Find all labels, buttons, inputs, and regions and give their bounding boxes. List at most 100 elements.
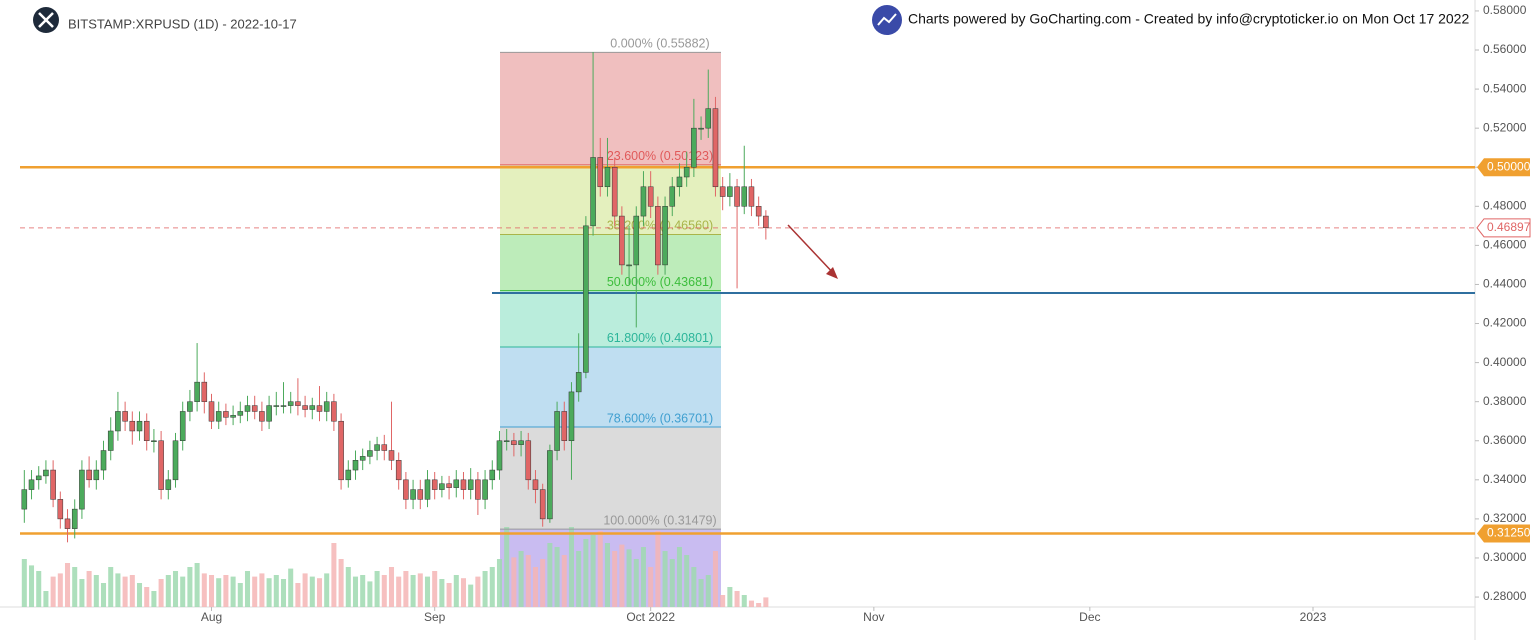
candle-body	[259, 411, 265, 422]
candle-body	[359, 456, 366, 461]
volume-bar	[280, 579, 287, 607]
volume-bar	[396, 576, 402, 607]
volume-bar	[734, 591, 740, 607]
volume-bar	[295, 583, 301, 607]
candle-body	[482, 479, 488, 500]
candle-body	[647, 186, 654, 207]
candle-body	[575, 372, 582, 393]
candle-body	[403, 479, 409, 500]
volume-bar	[208, 575, 215, 607]
volume-bar	[388, 567, 395, 607]
candle-body	[93, 469, 100, 481]
x-tick-label: Sep	[424, 610, 446, 624]
candle-body	[727, 186, 733, 197]
candle-body	[50, 469, 56, 500]
chart-subtitle: Charts powered by GoCharting.com - Creat…	[908, 11, 1469, 27]
candle-body	[683, 166, 690, 178]
candle-body	[331, 401, 337, 422]
volume-bar	[165, 575, 171, 607]
volume-bar	[237, 583, 243, 607]
y-tick-label: 0.40000	[1483, 355, 1527, 369]
candle-body	[619, 215, 625, 266]
volume-bar	[633, 559, 639, 607]
last-price-label: 0.46897	[1487, 220, 1531, 234]
volume-bar	[230, 576, 236, 607]
candle-body	[719, 186, 726, 197]
candle-body	[64, 518, 71, 529]
volume-bar	[158, 579, 164, 607]
volume-bar	[640, 547, 646, 607]
volume-bar	[561, 555, 567, 607]
volume-bar	[57, 573, 63, 607]
candle-body	[223, 411, 229, 418]
candle-body	[43, 469, 49, 477]
volume-bar	[410, 575, 416, 607]
candle-body	[705, 108, 712, 129]
fib-label: 78.600% (0.36701)	[607, 411, 713, 425]
volume-bar	[590, 535, 596, 607]
fib-label: 50.000% (0.43681)	[607, 275, 713, 289]
candle-body	[309, 405, 316, 410]
candle-body	[143, 420, 150, 441]
candle-body	[187, 401, 193, 412]
volume-bar	[576, 551, 582, 607]
volume-bar	[352, 576, 359, 607]
y-tick-label: 0.32000	[1483, 511, 1527, 525]
fib-band	[500, 427, 721, 530]
volume-bar	[460, 578, 467, 607]
candle-body	[280, 405, 287, 407]
volume-bar	[626, 549, 632, 607]
volume-bar	[216, 578, 222, 607]
candle-body	[748, 186, 755, 207]
volume-bar	[518, 551, 524, 607]
volume-bar	[72, 567, 78, 607]
candle-body	[273, 405, 280, 407]
volume-bar	[266, 578, 272, 607]
volume-bar	[669, 559, 675, 607]
y-tick-label: 0.46000	[1483, 238, 1527, 252]
volume-bar	[453, 575, 459, 607]
candle-body	[28, 479, 35, 490]
volume-bar	[489, 567, 495, 607]
candle-body	[57, 499, 64, 520]
candle-body	[655, 206, 661, 266]
candle-body	[741, 186, 748, 207]
y-tick-label: 0.56000	[1483, 42, 1527, 56]
candle-body	[626, 264, 632, 267]
volume-bar	[28, 565, 35, 607]
candle-body	[215, 411, 222, 422]
volume-bar	[21, 559, 27, 607]
volume-bar	[338, 559, 344, 607]
candle-body	[633, 215, 640, 266]
volume-bar	[273, 575, 279, 607]
candle-body	[237, 411, 244, 416]
candle-body	[151, 440, 157, 442]
volume-bar	[568, 527, 574, 607]
candle-body	[208, 401, 215, 422]
volume-bar	[756, 603, 762, 607]
candle-body	[590, 157, 596, 227]
x-tick-label: Oct 2022	[626, 610, 675, 624]
x-tick-label: 2023	[1300, 610, 1327, 624]
candle-body	[71, 508, 78, 529]
volume-bar	[712, 551, 718, 607]
candle-body	[539, 489, 546, 520]
volume-bar	[367, 581, 373, 607]
volume-bar	[619, 544, 625, 607]
candle-body	[367, 450, 373, 457]
volume-bar	[597, 531, 603, 607]
candle-body	[86, 469, 92, 481]
candle-body	[21, 489, 28, 510]
candle-body	[568, 391, 575, 441]
candle-body	[662, 206, 668, 266]
volume-bar	[403, 571, 409, 607]
volume-bar	[583, 539, 589, 607]
x-tick-label: Dec	[1079, 610, 1100, 624]
volume-bar	[360, 575, 366, 607]
candle-body	[604, 166, 611, 188]
candle-body	[266, 405, 272, 422]
candle-body	[388, 450, 395, 461]
volume-bar	[439, 579, 445, 607]
volume-bar	[727, 587, 733, 607]
y-tick-label: 0.58000	[1483, 3, 1527, 17]
